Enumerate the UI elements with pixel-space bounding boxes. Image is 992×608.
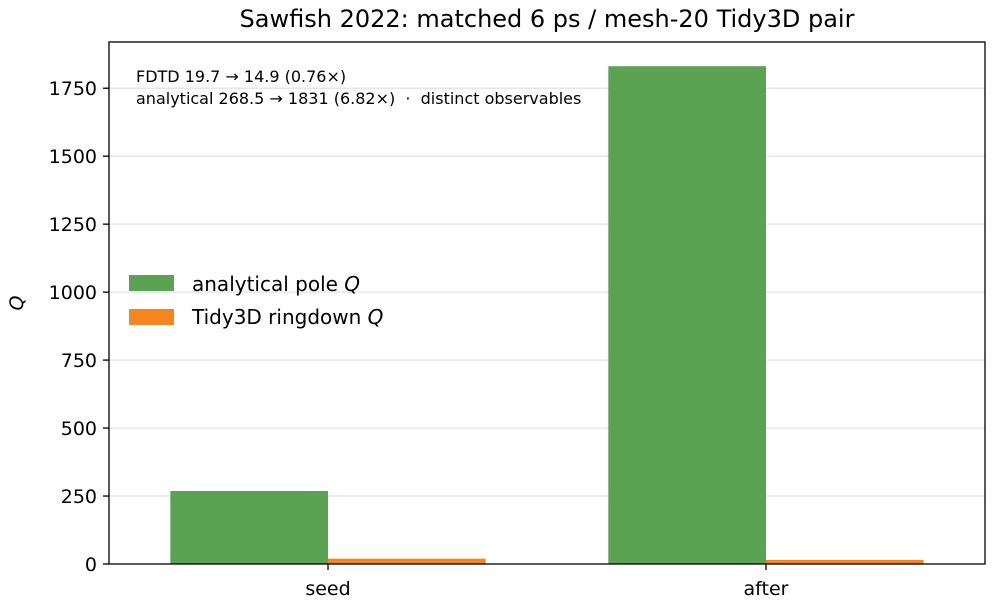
legend: analytical pole Q Tidy3D ringdown Q bbox=[129, 272, 383, 329]
x-tick-label: seed bbox=[305, 578, 350, 600]
bar-analytical-seed bbox=[170, 491, 328, 564]
y-tick-label: 750 bbox=[61, 350, 97, 372]
plot-frame bbox=[108, 41, 986, 565]
bar-tidy3d-seed bbox=[328, 558, 486, 564]
y-tick-label: 0 bbox=[85, 554, 97, 576]
y-tick-label: 500 bbox=[61, 418, 97, 440]
y-tick-label: 1000 bbox=[49, 282, 97, 304]
legend-label-tidy3d: Tidy3D ringdown Q bbox=[191, 305, 383, 329]
chart-title: Sawfish 2022: matched 6 ps / mesh-20 Tid… bbox=[240, 5, 855, 33]
bar-tidy3d-after bbox=[766, 559, 924, 564]
y-tick-label: 250 bbox=[61, 486, 97, 508]
legend-label-analytical: analytical pole Q bbox=[192, 272, 360, 296]
y-axis-label: Q bbox=[6, 295, 28, 310]
x-axis: seed after bbox=[305, 564, 789, 600]
y-tick-label: 1750 bbox=[49, 78, 97, 100]
bars bbox=[170, 66, 924, 565]
y-tick-label: 1500 bbox=[49, 146, 97, 168]
y-tick-label: 1250 bbox=[49, 214, 97, 236]
grid bbox=[109, 87, 985, 497]
y-axis: 0 250 500 750 1000 1250 1500 1750 bbox=[49, 78, 109, 576]
annotation-analytical: analytical 268.5 → 1831 (6.82×) · distin… bbox=[136, 89, 581, 108]
bar-analytical-after bbox=[608, 66, 766, 565]
x-tick-label: after bbox=[744, 578, 789, 600]
legend-swatch-tidy3d bbox=[129, 309, 174, 325]
legend-swatch-analytical bbox=[129, 275, 174, 291]
annotation-fdtd: FDTD 19.7 → 14.9 (0.76×) bbox=[136, 67, 346, 86]
